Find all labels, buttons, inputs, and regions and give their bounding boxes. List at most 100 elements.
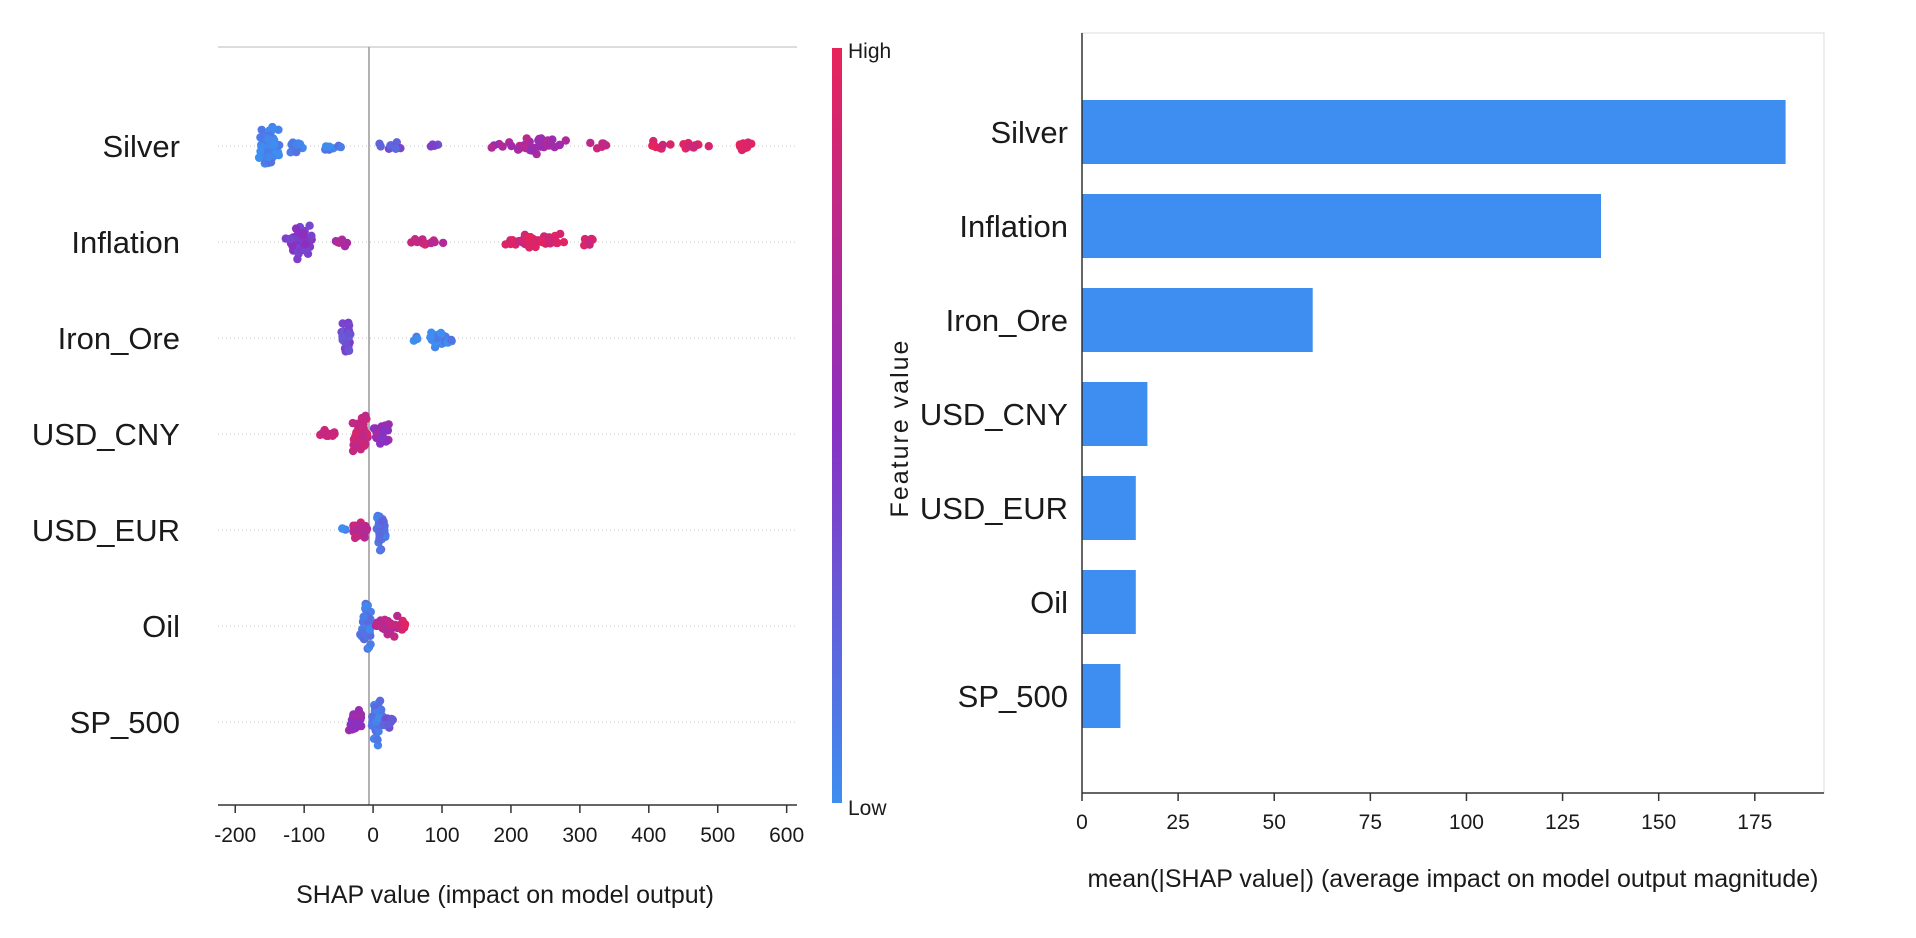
bar-plot: Silver Inflation Iron_Ore USD_CNY USD_EUR Oil… [920, 32, 1825, 893]
shap-point-inflation [531, 242, 540, 252]
shap-point-silver [735, 140, 744, 149]
shap-point-silver [254, 153, 264, 162]
shap-point-inflation [305, 221, 314, 230]
shap-point-silver [527, 146, 537, 155]
shap-point-usd_eur [338, 524, 347, 533]
shap-point-silver [648, 141, 657, 150]
shap-point-silver [534, 134, 544, 144]
bar-label-usd_cny: USD_CNY [920, 397, 1068, 432]
shap-point-inflation [556, 229, 565, 239]
colorbar-high-label: High [848, 40, 891, 63]
bar-iron_ore [1082, 288, 1313, 352]
shap-point-sp_500 [383, 720, 392, 729]
bar-tick-label: 125 [1545, 811, 1580, 834]
bar-label-oil: Oil [1030, 585, 1068, 620]
bar-label-sp_500: SP_500 [958, 679, 1068, 714]
shap-point-inflation [525, 243, 534, 252]
shap-point-usd_cny [349, 435, 359, 444]
beeswarm-tick-label: 600 [769, 824, 804, 847]
shap-point-usd_cny [354, 425, 364, 435]
shap-point-silver [561, 136, 570, 145]
beeswarm-tick-label: 400 [631, 824, 666, 847]
bar-oil [1082, 570, 1136, 634]
beeswarm-tick-label: 100 [424, 824, 459, 847]
shap-point-silver [294, 139, 303, 148]
shap-point-oil [393, 611, 402, 621]
bar-plot-bars [1082, 100, 1786, 728]
shap-point-inflation [337, 235, 347, 244]
shap-point-inflation [298, 230, 307, 240]
shap-point-silver [336, 142, 345, 152]
shap-point-silver [522, 134, 531, 143]
bar-label-silver: Silver [990, 115, 1068, 150]
shap-point-silver [426, 142, 436, 151]
beeswarm-plot: Silver Inflation Iron_Ore USD_CNY USD_EUR Oil… [32, 40, 914, 909]
shap-point-silver [513, 145, 523, 154]
shap-point-sp_500 [373, 735, 382, 744]
feature-label-inflation: Inflation [71, 225, 180, 260]
shap-point-inflation [410, 235, 420, 244]
colorbar-title: Feature value [886, 339, 914, 518]
colorbar-low-label: Low [848, 797, 887, 820]
shap-point-usd_eur [357, 523, 367, 532]
feature-label-usd_eur: USD_EUR [32, 513, 180, 548]
shap-point-usd_cny [379, 427, 388, 436]
shap-point-silver [325, 142, 334, 151]
feature-label-sp_500: SP_500 [70, 705, 180, 740]
bar-plot-x-ticks: 0 25 50 75 100 125 150 175 [1076, 793, 1772, 834]
shap-point-sp_500 [354, 706, 364, 715]
shap-point-silver [270, 140, 279, 150]
bar-tick-label: 150 [1641, 811, 1676, 834]
shap-point-sp_500 [375, 696, 385, 705]
shap-point-usd_eur [375, 546, 385, 555]
shap-point-oil [365, 625, 375, 634]
shap-point-oil [359, 612, 368, 621]
shap-point-inflation [291, 224, 301, 233]
shap-point-usd_eur [360, 529, 369, 539]
shap-point-oil [400, 621, 409, 631]
shap-point-inflation [301, 240, 310, 249]
shap-point-silver [375, 139, 384, 148]
shap-point-usd_cny [361, 411, 370, 420]
shap-point-silver [743, 138, 753, 147]
shap-point-sp_500 [349, 723, 358, 732]
bar-label-usd_eur: USD_EUR [920, 491, 1068, 526]
shap-point-usd_eur [350, 533, 360, 543]
shap-point-inflation [518, 235, 528, 244]
shap-point-iron_ore [344, 329, 353, 338]
bar-label-iron_ore: Iron_Ore [946, 303, 1068, 338]
beeswarm-x-axis-title: SHAP value (impact on model output) [296, 881, 714, 909]
shap-point-silver [658, 140, 667, 150]
shap-point-usd_eur [375, 530, 384, 539]
shap-point-oil [385, 620, 394, 629]
bar-tick-label: 50 [1263, 811, 1286, 834]
shap-point-silver [264, 134, 273, 144]
shap-point-sp_500 [354, 719, 364, 728]
bar-usd_cny [1082, 382, 1148, 446]
bar-silver [1082, 100, 1786, 164]
bar-tick-label: 175 [1737, 811, 1772, 834]
shap-point-inflation [508, 236, 517, 245]
shap-point-silver [264, 152, 274, 162]
beeswarm-tick-label: 500 [700, 824, 735, 847]
shap-point-silver [544, 141, 554, 150]
shap-point-silver [487, 143, 496, 152]
shap-point-sp_500 [349, 712, 358, 721]
shap-point-oil [361, 602, 370, 611]
shap-point-inflation [537, 237, 546, 246]
bar-plot-x-axis-title: mean(|SHAP value|) (average impact on mo… [1088, 865, 1819, 893]
shap-point-inflation [438, 238, 448, 248]
beeswarm-tick-label: -200 [214, 824, 256, 847]
shap-point-sp_500 [374, 713, 384, 723]
beeswarm-tick-label: -100 [283, 824, 325, 847]
beeswarm-tick-label: 0 [367, 824, 379, 847]
beeswarm-tick-label: 200 [493, 824, 528, 847]
shap-point-silver [598, 139, 607, 148]
shap-point-silver [257, 125, 266, 135]
feature-label-oil: Oil [142, 609, 180, 644]
feature-label-silver: Silver [102, 129, 180, 164]
colorbar [832, 48, 842, 803]
bar-tick-label: 0 [1076, 811, 1088, 834]
shap-point-inflation [559, 238, 569, 247]
